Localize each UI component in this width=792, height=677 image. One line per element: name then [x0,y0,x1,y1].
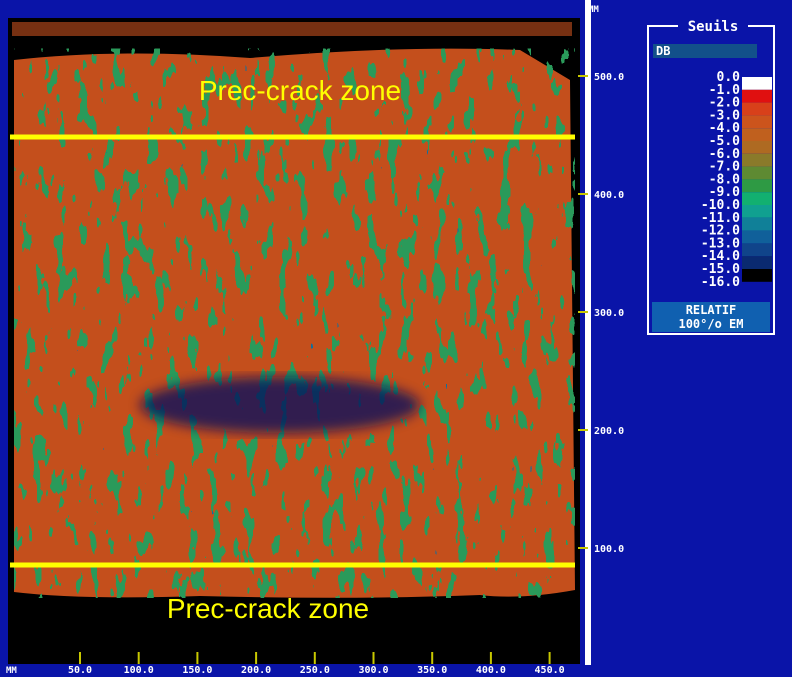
legend-swatch [742,192,772,205]
annotation: Prec-crack zone [199,75,401,106]
y-axis-unit: MM [588,5,599,15]
y-tick-label: 200.0 [594,426,624,437]
legend-level: -4.0 [709,121,740,136]
x-tick-label: 400.0 [476,665,506,676]
y-tick-label: 100.0 [594,544,624,555]
legend-level: -12.0 [701,224,740,239]
legend-swatch [742,115,772,129]
y-tick-label: 300.0 [594,308,624,319]
legend-level: -11.0 [701,211,740,226]
x-tick-label: 50.0 [68,665,92,676]
legend-level: -7.0 [709,160,740,175]
x-tick-label: 450.0 [535,665,565,676]
y-tick-label: 500.0 [594,72,624,83]
legend-level: -6.0 [709,147,740,162]
legend-swatch [742,166,772,180]
y-tick-label: 400.0 [594,190,624,201]
x-tick-label: 150.0 [182,665,212,676]
legend-level: 0.0 [717,70,741,85]
legend-level: -14.0 [701,249,740,264]
legend-level: -5.0 [709,134,740,149]
legend-title-bg [678,18,748,34]
legend-swatch [742,128,772,141]
x-axis-unit: MM [6,666,17,676]
scan-top-edge [12,22,572,36]
x-tick-label: 250.0 [300,665,330,676]
axis-strip [585,0,591,665]
legend-level: -9.0 [709,185,740,200]
scan-image [14,48,575,598]
legend-swatch [742,77,772,90]
legend-swatch [742,179,772,193]
legend-level: -3.0 [709,108,740,123]
legend-swatch [742,230,772,244]
legend-mode: RELATIF [686,303,737,317]
legend-swatch [742,205,772,218]
unit-field [653,44,757,58]
legend-swatch [742,102,772,116]
x-tick-label: 350.0 [417,665,447,676]
legend-swatch [742,217,772,231]
legend-swatch [742,141,772,154]
legend-level: -15.0 [701,262,740,277]
mode-field [652,302,770,332]
legend-swatch [742,269,772,282]
x-tick-label: 300.0 [358,665,388,676]
legend-level: -16.0 [701,275,740,290]
legend-level: -2.0 [709,96,740,111]
legend-swatch [742,243,772,257]
legend-level: -10.0 [701,198,740,213]
legend: Seuils DB RELATIF 100°/o EM [647,18,775,335]
legend-swatch [742,256,772,269]
legend-title: Seuils [688,19,739,35]
legend-unit: DB [656,44,670,58]
legend-swatch [742,153,772,167]
legend-level: -1.0 [709,83,740,98]
legend-swatch [742,89,772,103]
annotation: Prec-crack zone [167,593,369,624]
legend-level: -8.0 [709,172,740,187]
x-tick-label: 200.0 [241,665,271,676]
defect-region [140,377,420,433]
legend-reference: 100°/o EM [678,317,743,331]
legend-level: -13.0 [701,236,740,251]
x-tick-label: 100.0 [124,665,154,676]
